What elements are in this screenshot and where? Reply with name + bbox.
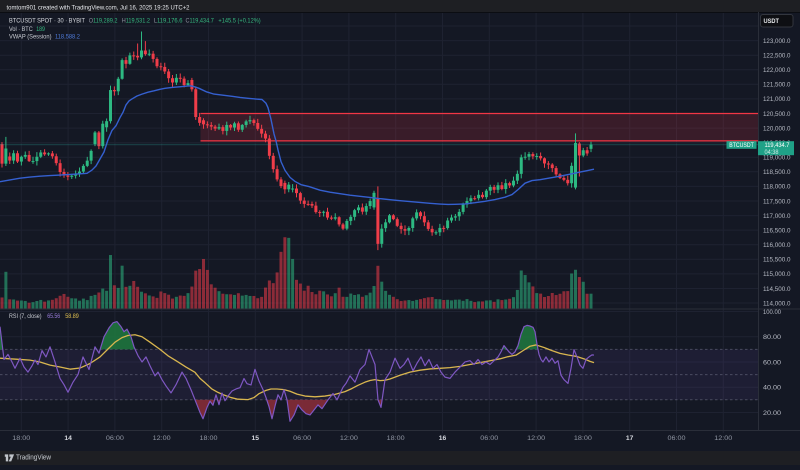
svg-text:118,588.2: 118,588.2 <box>55 34 81 41</box>
svg-text:USDT: USDT <box>764 18 780 25</box>
svg-text:Vol · BTC: Vol · BTC <box>9 26 33 33</box>
svg-text:115,000.0: 115,000.0 <box>763 271 791 278</box>
svg-text:80.00: 80.00 <box>763 334 781 341</box>
svg-text:04:38: 04:38 <box>765 149 780 156</box>
svg-text:VWAP (Session): VWAP (Session) <box>9 34 52 41</box>
svg-text:120,000.0: 120,000.0 <box>763 125 791 132</box>
svg-text:TradingView: TradingView <box>16 452 52 461</box>
svg-text:O119,289.2: O119,289.2 <box>89 18 118 24</box>
svg-text:+145.5 (+0.12%): +145.5 (+0.12%) <box>218 18 260 24</box>
svg-text:115,500.0: 115,500.0 <box>763 257 791 264</box>
svg-text:122,500.0: 122,500.0 <box>763 53 791 60</box>
svg-text:RSI (7, close): RSI (7, close) <box>9 313 42 320</box>
svg-text:58.89: 58.89 <box>65 313 79 320</box>
svg-text:189: 189 <box>36 26 45 33</box>
svg-text:119,434.7: 119,434.7 <box>765 142 790 149</box>
svg-text:114,500.0: 114,500.0 <box>763 286 791 293</box>
svg-text:118,500.0: 118,500.0 <box>763 169 791 176</box>
svg-text:20.00: 20.00 <box>763 410 781 417</box>
svg-text:65.56: 65.56 <box>47 313 60 320</box>
svg-text:06:00: 06:00 <box>668 435 686 442</box>
svg-text:122,000.0: 122,000.0 <box>763 67 791 74</box>
svg-text:60.00: 60.00 <box>763 359 781 366</box>
svg-text:06:00: 06:00 <box>106 435 124 442</box>
svg-text:117,000.0: 117,000.0 <box>763 213 791 220</box>
svg-text:18:00: 18:00 <box>387 435 405 442</box>
svg-text:C119,434.7: C119,434.7 <box>186 18 215 24</box>
svg-text:12:00: 12:00 <box>340 435 358 442</box>
svg-text:118,000.0: 118,000.0 <box>763 184 791 191</box>
svg-text:40.00: 40.00 <box>763 385 781 392</box>
svg-text:114,000.0: 114,000.0 <box>763 300 791 307</box>
svg-text:tomtom901 created with Trading: tomtom901 created with TradingView.com, … <box>7 5 190 12</box>
svg-text:120,500.0: 120,500.0 <box>763 111 791 118</box>
svg-text:121,500.0: 121,500.0 <box>763 82 791 89</box>
svg-text:18:00: 18:00 <box>574 435 592 442</box>
svg-text:16: 16 <box>439 435 447 442</box>
svg-text:14: 14 <box>64 435 72 442</box>
svg-text:06:00: 06:00 <box>480 435 498 442</box>
svg-text:06:00: 06:00 <box>293 435 311 442</box>
svg-text:17: 17 <box>626 435 634 442</box>
svg-text:L119,176.6: L119,176.6 <box>154 18 183 24</box>
svg-text:116,000.0: 116,000.0 <box>763 242 791 249</box>
svg-text:18:00: 18:00 <box>200 435 218 442</box>
svg-text:12:00: 12:00 <box>153 435 171 442</box>
svg-text:100.00: 100.00 <box>763 309 781 316</box>
svg-text:123,000.0: 123,000.0 <box>763 38 791 45</box>
svg-text:121,000.0: 121,000.0 <box>763 96 791 103</box>
svg-text:12:00: 12:00 <box>714 435 732 442</box>
svg-text:119,000.0: 119,000.0 <box>763 155 791 162</box>
svg-text:BTCUSDT SPOT · 30 · BYBIT: BTCUSDT SPOT · 30 · BYBIT <box>9 17 85 24</box>
svg-text:117,500.0: 117,500.0 <box>763 198 791 205</box>
svg-text:116,500.0: 116,500.0 <box>763 227 791 234</box>
svg-text:H119,531.2: H119,531.2 <box>122 18 151 24</box>
svg-text:BTCUSDT: BTCUSDT <box>729 143 754 149</box>
svg-text:12:00: 12:00 <box>527 435 545 442</box>
svg-text:15: 15 <box>252 435 260 442</box>
svg-text:18:00: 18:00 <box>12 435 30 442</box>
